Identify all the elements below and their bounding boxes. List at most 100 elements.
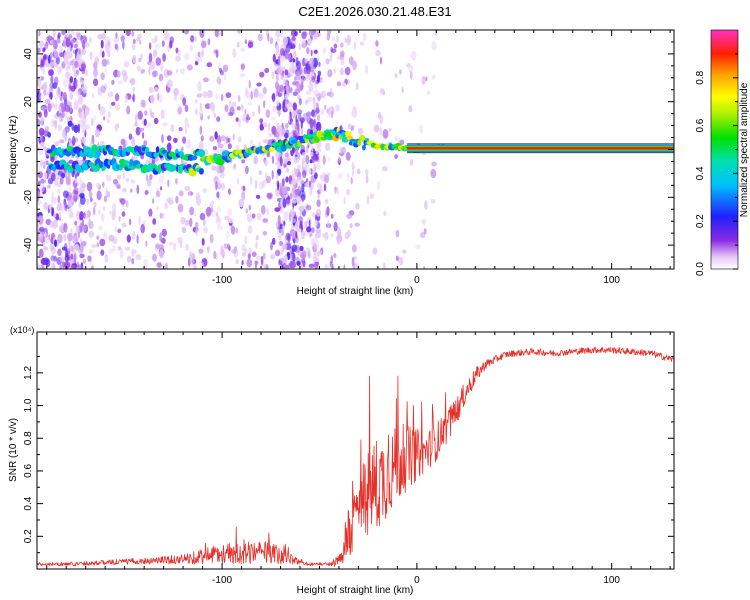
spectrogram-noise-blob xyxy=(81,63,86,70)
spectrogram-noise-blob xyxy=(257,33,263,42)
spectrogram-noise-blob xyxy=(295,228,302,233)
spectrogram-noise-blob xyxy=(309,232,313,237)
spectrogram-noise-blob xyxy=(113,73,118,78)
spectrogram-noise-blob xyxy=(244,36,247,44)
spectrogram-noise-blob xyxy=(291,169,298,177)
spectrogram-noise-blob xyxy=(60,252,64,261)
spectrogram-noise-blob xyxy=(73,124,79,133)
spectrogram-noise-blob xyxy=(99,106,106,116)
spectrogram-noise-blob xyxy=(394,154,398,159)
spectrogram-noise-blob xyxy=(283,211,289,221)
spectrogram-tone-blob xyxy=(198,168,204,175)
spectrogram-noise-blob xyxy=(131,138,136,147)
spectrogram-noise-blob xyxy=(56,87,62,97)
spectrogram-noise-blob xyxy=(263,100,266,109)
spectrogram-noise-blob xyxy=(63,201,68,211)
spectrogram-noise-blob xyxy=(271,116,276,121)
spectrogram-noise-blob xyxy=(283,185,288,195)
spectrogram-noise-blob xyxy=(217,206,221,213)
spectrogram-noise-blob xyxy=(38,248,44,258)
spectrogram-noise-blob xyxy=(181,158,184,165)
snr-xtick-label: 0 xyxy=(414,575,420,586)
spectrogram-noise-blob xyxy=(267,122,271,128)
spectrogram-noise-blob xyxy=(189,44,193,52)
spectrogram-ytick-label: 40 xyxy=(23,48,34,60)
spectrogram-noise-blob xyxy=(92,206,96,216)
spectrogram-noise-blob xyxy=(317,193,320,200)
spectrogram-noise-blob xyxy=(326,91,331,97)
spectrogram-noise-blob xyxy=(233,163,237,170)
spectrogram-noise-blob xyxy=(238,117,241,128)
spectrogram-noise-blob xyxy=(67,254,70,262)
spectrogram-noise-blob xyxy=(295,81,301,90)
spectrogram-noise-blob xyxy=(311,109,315,117)
spectrogram-noise-blob xyxy=(108,234,115,242)
spectrogram-noise-blob xyxy=(68,185,72,196)
spectrogram-noise-blob xyxy=(220,69,224,76)
spectrogram-noise-blob xyxy=(227,218,234,224)
spectrogram-noise-blob xyxy=(100,249,105,256)
spectrogram-noise-blob xyxy=(50,196,57,204)
spectrogram-noise-blob xyxy=(382,129,389,139)
spectrogram-noise-blob xyxy=(86,198,89,205)
spectrogram-noise-blob xyxy=(66,104,70,110)
spectrogram-noise-blob xyxy=(49,243,54,251)
spectrogram-noise-blob xyxy=(173,242,177,251)
spectrogram-noise-blob xyxy=(224,104,229,112)
spectrogram-noise-blob xyxy=(314,154,319,162)
spectrogram-noise-blob xyxy=(170,124,174,133)
spectrogram-noise-blob xyxy=(308,30,313,37)
spectrogram-noise-blob xyxy=(68,82,72,92)
spectrogram-noise-blob xyxy=(38,92,42,100)
spectrogram-noise-blob xyxy=(43,146,47,151)
spectrogram-noise-blob xyxy=(61,111,65,119)
spectrogram-noise-blob xyxy=(150,233,157,239)
spectrogram-noise-blob xyxy=(45,160,49,166)
spectrogram-noise-blob xyxy=(333,68,337,74)
spectrogram-noise-blob xyxy=(335,104,340,112)
spectrogram-noise-blob xyxy=(320,90,326,99)
spectrogram-noise-blob xyxy=(37,109,40,114)
spectrogram-noise-blob xyxy=(173,137,178,143)
spectrogram-noise-blob xyxy=(301,230,305,240)
spectrogram-noise-blob xyxy=(177,236,183,244)
spectrogram-noise-blob xyxy=(210,210,217,218)
spectrogram-noise-blob xyxy=(73,43,79,49)
spectrogram-noise-blob xyxy=(245,165,249,175)
spectrogram-noise-blob xyxy=(211,135,215,141)
spectrogram-noise-blob xyxy=(103,116,106,121)
spectrogram-noise-blob xyxy=(308,219,311,229)
spectrogram-noise-blob xyxy=(281,178,285,187)
colorbar-label: Normalized spectral amplitude xyxy=(739,82,750,217)
spectrogram-noise-blob xyxy=(313,253,316,261)
spectrogram-noise-blob xyxy=(62,39,65,47)
spectrogram-noise-blob xyxy=(293,31,298,36)
spectrogram-noise-blob xyxy=(159,212,163,219)
spectrogram-ytick-label: -20 xyxy=(23,190,34,205)
spectrogram-noise-blob xyxy=(415,244,421,250)
spectrogram-noise-blob xyxy=(315,121,322,132)
spectrogram-noise-blob xyxy=(38,237,44,243)
spectrogram-noise-blob xyxy=(54,102,58,110)
spectrogram-noise-blob xyxy=(346,189,351,196)
spectrogram-noise-blob xyxy=(316,74,321,83)
spectrogram-noise-blob xyxy=(207,245,210,254)
spectrogram-noise-blob xyxy=(65,37,71,48)
spectrogram-noise-blob xyxy=(298,216,304,224)
spectrogram-noise-blob xyxy=(77,47,82,55)
spectrogram-noise-blob xyxy=(262,263,267,269)
spectrogram-noise-blob xyxy=(306,181,309,187)
spectrogram-noise-blob xyxy=(421,76,426,85)
spectrogram-noise-blob xyxy=(183,30,190,35)
spectrogram-noise-blob xyxy=(292,238,296,244)
spectrogram-noise-blob xyxy=(220,135,227,142)
spectrogram-noise-blob xyxy=(388,127,392,132)
spectrogram-noise-blob xyxy=(111,202,117,212)
spectrogram-noise-blob xyxy=(297,123,300,133)
spectrogram-noise-blob xyxy=(314,233,318,241)
spectrogram-noise-blob xyxy=(325,58,330,65)
spectrogram-noise-blob xyxy=(139,53,143,60)
spectrogram-noise-blob xyxy=(351,161,355,171)
spectrogram-noise-blob xyxy=(258,170,263,175)
